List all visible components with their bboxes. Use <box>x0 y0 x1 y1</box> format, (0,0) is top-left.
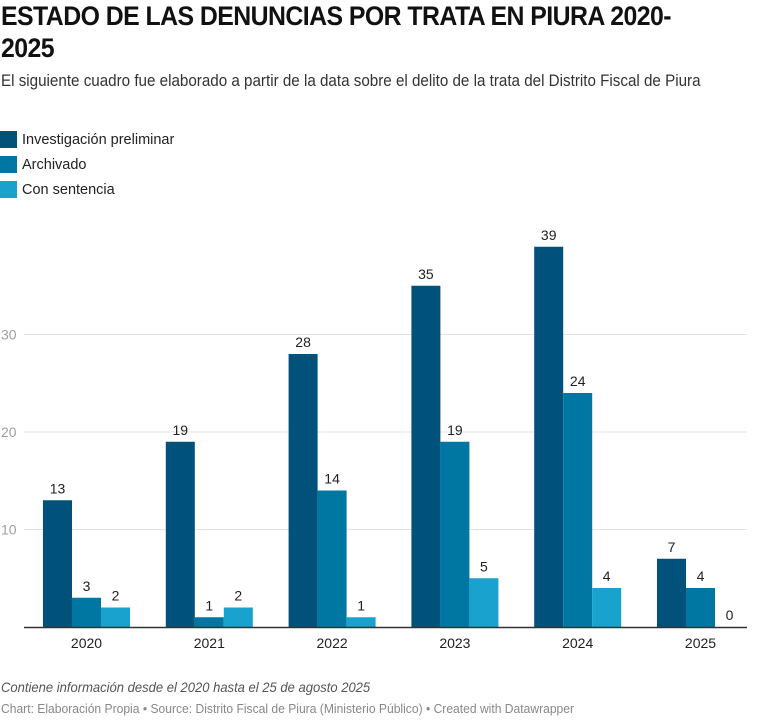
data-label: 4 <box>697 568 705 584</box>
chart-notes: Contiene información desde el 2020 hasta… <box>1 679 371 695</box>
y-tick-label: 30 <box>1 327 17 343</box>
x-tick-label: 2022 <box>317 635 348 651</box>
bar <box>592 588 622 627</box>
bar <box>165 441 195 627</box>
bar <box>686 588 715 627</box>
chart-title: ESTADO DE LAS DENUNCIAS POR TRATA EN PIU… <box>1 1 672 63</box>
legend: Investigación preliminar Archivado Con s… <box>0 127 174 202</box>
data-label: 5 <box>480 558 488 574</box>
data-label: 39 <box>541 227 557 243</box>
legend-swatch <box>0 156 17 173</box>
chart-subtitle: El siguiente cuadro fue elaborado a part… <box>1 72 701 90</box>
x-tick-label: 2020 <box>71 635 102 651</box>
bar <box>534 246 564 627</box>
bar <box>194 617 224 627</box>
data-label: 28 <box>295 334 311 350</box>
bar <box>657 558 686 627</box>
legend-swatch <box>0 131 17 148</box>
legend-item: Archivado <box>0 152 174 177</box>
data-label: 13 <box>50 480 66 496</box>
bar <box>346 617 376 627</box>
data-label: 24 <box>570 373 586 389</box>
x-tick-label: 2024 <box>562 635 593 651</box>
footer-separator: • <box>142 701 148 716</box>
footer-chart-label: Chart: <box>1 701 34 716</box>
chart-footer: Chart: Elaboración Propia • Source: Dist… <box>1 701 574 716</box>
data-label: 4 <box>603 568 611 584</box>
bar <box>317 490 347 627</box>
legend-label: Investigación preliminar <box>22 131 175 148</box>
data-label: 35 <box>418 266 434 282</box>
bar <box>288 354 318 627</box>
data-label: 2 <box>234 588 242 604</box>
legend-item: Con sentencia <box>0 177 174 202</box>
footer-separator: • <box>425 701 431 716</box>
legend-label: Archivado <box>22 156 87 173</box>
x-tick-label: 2023 <box>439 635 470 651</box>
x-tick-label: 2025 <box>685 635 716 651</box>
footer-chart-value: Elaboración Propia <box>37 701 140 716</box>
data-label: 2 <box>112 588 120 604</box>
data-label: 7 <box>668 539 676 555</box>
footer-source-label: Source: <box>150 701 193 716</box>
footer-source-value: Distrito Fiscal de Piura (Ministerio Púb… <box>195 701 423 716</box>
legend-swatch <box>0 181 17 198</box>
data-label: 3 <box>83 578 91 594</box>
bar <box>223 607 253 627</box>
bar <box>101 607 130 627</box>
footer-credit: Created with Datawrapper <box>433 701 575 716</box>
data-label: 19 <box>447 422 463 438</box>
bar <box>72 597 101 627</box>
legend-label: Con sentencia <box>22 181 115 198</box>
bar <box>43 500 72 627</box>
y-tick-label: 10 <box>1 522 17 538</box>
data-label: 1 <box>357 597 365 613</box>
bar <box>563 393 593 627</box>
bar <box>469 578 499 627</box>
y-tick-label: 20 <box>1 424 17 440</box>
data-label: 19 <box>173 422 189 438</box>
data-label: 0 <box>726 607 734 623</box>
bar <box>440 441 470 627</box>
data-label: 14 <box>324 471 340 487</box>
x-tick-label: 2021 <box>194 635 225 651</box>
data-label: 1 <box>205 597 213 613</box>
bar <box>411 285 441 627</box>
legend-item: Investigación preliminar <box>0 127 174 152</box>
